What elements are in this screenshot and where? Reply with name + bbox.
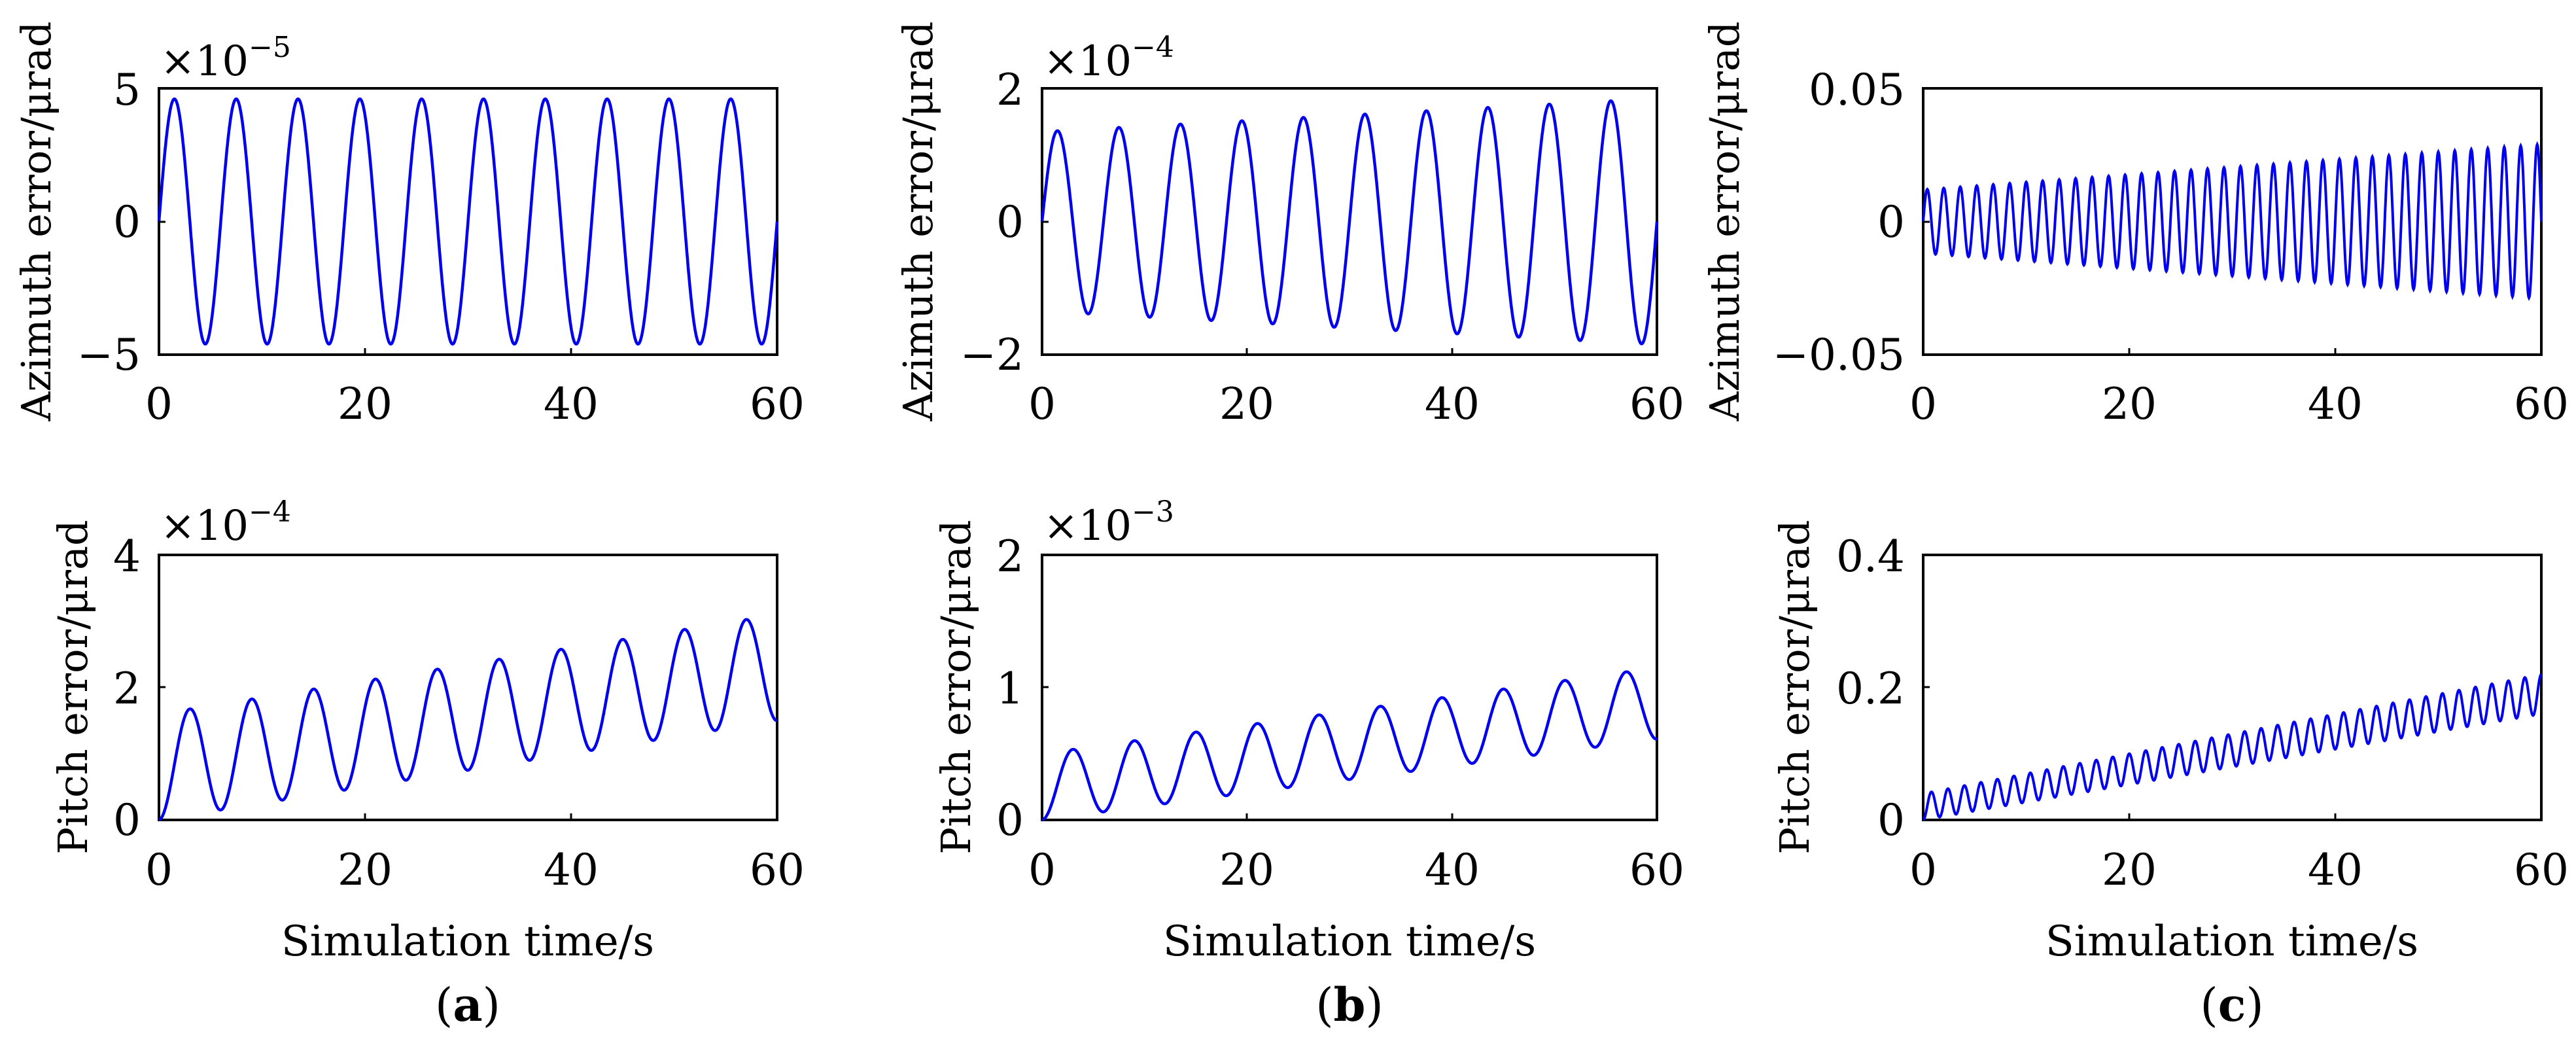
plot-frame [1922,87,2543,356]
exponent-label: ×10−4 [160,495,291,550]
y-axis-label: Pitch error/μrad [932,520,980,854]
x-tick-label: 60 [1629,845,1684,895]
y-tick-label: 2 [113,664,141,714]
y-axis: 0.4 0.2 0 [1836,531,1930,845]
chart-b-bottom: 0 20 40 60 2 1 0 Pitch error/μrad ×10−3 … [932,495,1684,966]
x-tick-label: 40 [1425,379,1480,429]
exponent-label: ×10−5 [160,31,291,86]
x-tick-label: 40 [2308,845,2363,895]
x-tick-label: 0 [1909,845,1937,895]
x-tick-label: 20 [338,845,392,895]
chart-a-bottom: 0 20 40 60 4 2 0 Pitch error/μrad ×10−4 … [49,495,805,966]
panel-label-c: (c) [2200,978,2263,1032]
y-tick-label: 0.05 [1809,65,1905,115]
y-axis-label: Azimuth error/μrad [1701,22,1749,422]
y-axis: 0.05 0 −0.05 [1773,65,1930,380]
x-tick-label: 20 [338,379,392,429]
y-tick-label: 0 [1877,795,1905,845]
y-axis: 2 0 −2 [960,65,1049,380]
x-tick-label: 20 [2102,379,2157,429]
y-tick-label: 4 [113,531,141,582]
x-tick-label: 20 [2102,845,2157,895]
y-axis: 5 0 −5 [77,65,165,380]
x-axis-label: Simulation time/s [281,917,654,966]
x-axis: 0 20 40 60 [1028,813,1684,895]
x-tick-label: 60 [750,379,805,429]
panel-letter: c [2218,978,2246,1032]
x-tick-label: 60 [750,845,805,895]
x-axis: 0 20 40 60 [1909,348,2569,429]
y-tick-label: 0.2 [1836,664,1905,714]
exponent-base: ×10 [1043,37,1132,86]
y-tick-label: −5 [77,330,141,380]
y-tick-label: 2 [996,65,1024,115]
x-tick-label: 40 [2308,379,2363,429]
y-axis-label: Pitch error/μrad [1771,520,1819,854]
x-axis: 0 20 40 60 [145,348,805,429]
y-tick-label: 2 [996,531,1024,582]
chart-c-top: 0 20 40 60 0.05 0 −0.05 Azimuth error/μr… [1701,22,2569,429]
x-tick-label: 60 [2514,845,2569,895]
x-tick-label: 0 [1028,845,1056,895]
exponent-label: ×10−3 [1043,495,1174,550]
y-axis: 2 1 0 [996,531,1049,845]
x-tick-label: 0 [145,379,173,429]
y-axis: 4 2 0 [113,531,165,845]
series-line [1922,141,2543,302]
series-line [1040,99,1659,346]
x-tick-label: 20 [1219,379,1274,429]
panel-letter: a [453,978,482,1032]
x-tick-label: 60 [1629,379,1684,429]
x-axis-label: Simulation time/s [1163,917,1536,966]
y-axis-label: Azimuth error/μrad [894,22,942,422]
exponent-base: ×10 [1043,502,1132,550]
y-tick-label: −0.05 [1773,330,1905,380]
x-tick-label: 0 [1909,379,1937,429]
exponent-power: −3 [1132,495,1174,529]
chart-b-top: 0 20 40 60 2 0 −2 Azimuth error/μrad ×10… [894,22,1684,429]
chart-a-top: 0 20 40 60 5 0 −5 Azimuth error/μrad ×10… [12,22,805,429]
exponent-power: −4 [249,495,291,529]
x-tick-label: 40 [544,845,599,895]
y-tick-label: 0 [113,197,141,247]
series-line [1041,670,1657,822]
y-tick-label: 0 [1877,197,1905,247]
y-tick-label: 0 [996,197,1024,247]
series-line [157,98,779,346]
x-axis: 0 20 40 60 [145,813,805,895]
exponent-label: ×10−4 [1043,31,1174,86]
y-axis-label: Azimuth error/μrad [12,22,60,422]
exponent-power: −4 [1132,31,1174,64]
panel-label-a: (a) [435,978,500,1032]
y-tick-label: 0 [996,795,1024,845]
y-tick-label: 5 [113,65,141,115]
x-tick-label: 0 [145,845,173,895]
x-tick-label: 20 [1219,845,1274,895]
y-tick-label: 1 [996,664,1024,714]
series-line [158,618,778,822]
plot-frame [158,554,778,821]
y-axis-label: Pitch error/μrad [49,520,97,854]
x-axis-label: Simulation time/s [2045,917,2418,966]
x-axis: 0 20 40 60 [1028,348,1684,429]
y-tick-label: 0.4 [1836,531,1905,582]
panel-label-b: (b) [1315,978,1384,1032]
y-tick-label: −2 [960,330,1024,380]
x-tick-label: 40 [1425,845,1480,895]
x-tick-label: 60 [2514,379,2569,429]
exponent-base: ×10 [160,502,249,550]
panel-letter: b [1334,978,1366,1032]
exponent-base: ×10 [160,37,249,86]
x-tick-label: 40 [544,379,599,429]
x-axis: 0 20 40 60 [1909,813,2569,895]
chart-c-bottom: 0 20 40 60 0.4 0.2 0 Pitch error/μrad Si… [1771,520,2569,966]
exponent-power: −5 [249,31,291,64]
series-line [1922,673,2543,821]
x-tick-label: 0 [1028,379,1056,429]
y-tick-label: 0 [113,795,141,845]
